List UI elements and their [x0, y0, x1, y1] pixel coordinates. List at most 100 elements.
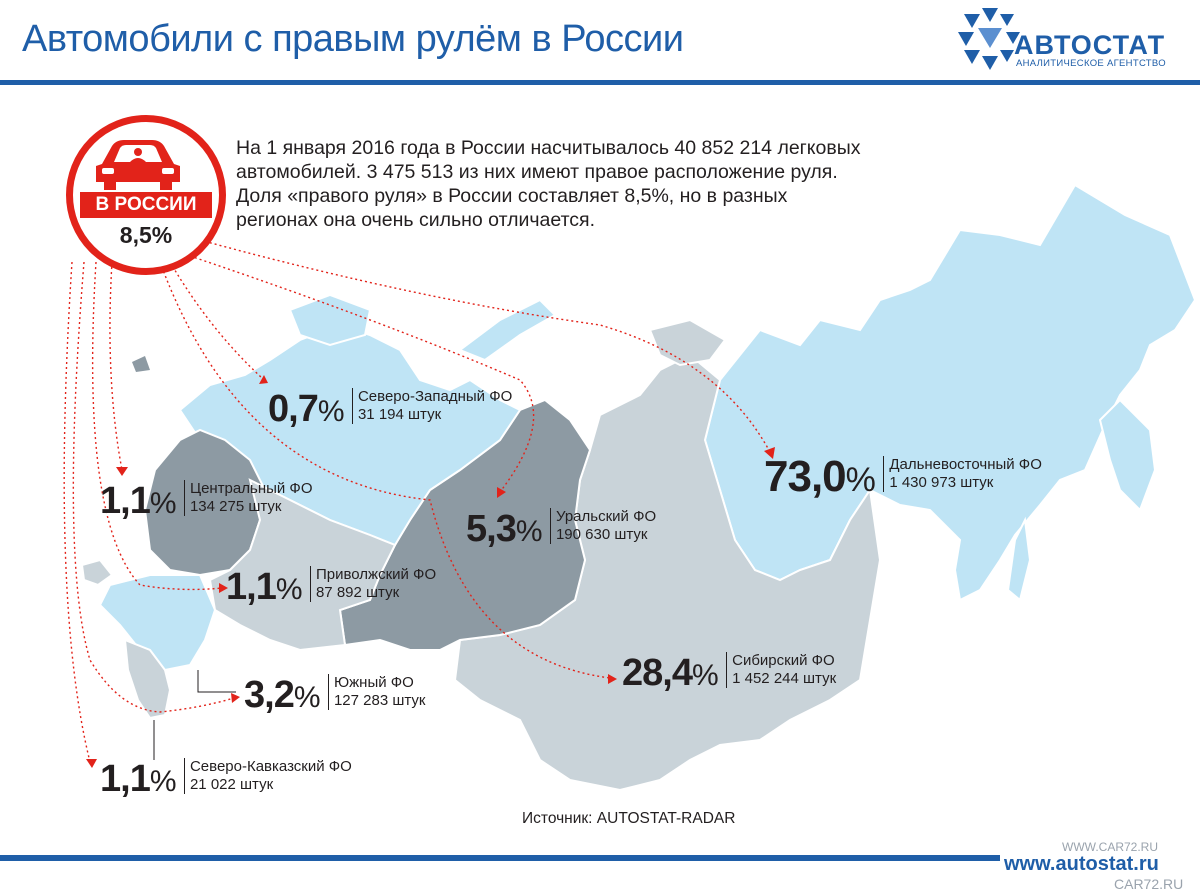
intro-line: Доля «правого руля» в России составляет … — [236, 185, 788, 207]
region-count: 1 430 973 штук — [889, 474, 994, 491]
region-info: Северо-Западный ФО 31 194 штук — [351, 388, 513, 424]
logo-wordmark: АВТОСТАТ — [1014, 30, 1166, 60]
footer-divider — [0, 855, 1000, 861]
exclave-kaliningrad — [132, 356, 150, 372]
region-share: 1,1% — [100, 480, 177, 523]
region-north-caucasus — [123, 638, 172, 720]
region-label-south: 3,2% Южный ФО 127 283 штук — [244, 674, 426, 717]
arrow-siberia — [159, 261, 611, 679]
percent-sign: % — [275, 573, 303, 606]
region-name: Северо-Кавказский ФО — [189, 758, 352, 775]
region-name: Приволжский ФО — [315, 566, 437, 583]
region-share: 3,2% — [244, 674, 321, 717]
percent-sign: % — [293, 681, 321, 714]
arrow-volga — [91, 261, 223, 591]
region-label-far-east: 73,0% Дальневосточный ФО 1 430 973 штук — [764, 452, 1042, 502]
region-south — [98, 574, 217, 672]
page-title: Автомобили с правым рулём в России — [22, 18, 684, 60]
percent-sign: % — [149, 487, 177, 520]
region-share-value: 0,7 — [268, 388, 319, 430]
badge-value: 8,5% — [119, 222, 173, 248]
peninsula-kamchatka — [1098, 398, 1157, 512]
logo-subtitle: АНАЛИТИЧЕСКОЕ АГЕНТСТВО — [1016, 58, 1166, 69]
arrowhead-south — [231, 693, 240, 703]
region-share-value: 1,1 — [100, 480, 151, 522]
region-name: Центральный ФО — [189, 480, 313, 497]
intro-paragraph: На 1 января 2016 года в России насчитыва… — [236, 136, 1056, 232]
car-icon — [96, 140, 180, 190]
region-count: 31 194 штук — [357, 406, 442, 423]
percent-sign: % — [317, 395, 345, 428]
region-label-north-west: 0,7% Северо-Западный ФО 31 194 штук — [268, 388, 512, 431]
source-note: Источник: AUTOSTAT-RADAR — [522, 810, 736, 827]
region-share-value: 5,3 — [466, 508, 517, 550]
peninsula-crimea — [80, 558, 114, 587]
region-share: 1,1% — [226, 566, 303, 609]
region-info: Приволжский ФО 87 892 штук — [309, 566, 437, 602]
region-share-value: 1,1 — [100, 758, 151, 800]
peninsula-kola — [288, 293, 372, 347]
leader-south — [197, 670, 236, 693]
arrow-north-west — [169, 261, 263, 379]
intro-line: автомобилей. 3 475 513 из них имеют прав… — [236, 161, 838, 183]
region-share-value: 3,2 — [244, 674, 295, 716]
region-name: Дальневосточный ФО — [889, 456, 1042, 473]
region-info: Центральный ФО 134 275 штук — [183, 480, 313, 516]
region-label-north-caucasus: 1,1% Северо-Кавказский ФО 21 022 штук — [100, 758, 352, 801]
arrowhead-north-west — [259, 375, 268, 384]
region-name: Северо-Западный ФО — [357, 388, 513, 405]
intro-line: На 1 января 2016 года в России насчитыва… — [236, 137, 861, 159]
region-share: 28,4% — [622, 652, 719, 695]
region-info: Северо-Кавказский ФО 21 022 штук — [183, 758, 352, 794]
region-share: 5,3% — [466, 508, 543, 551]
region-count: 134 275 штук — [189, 498, 282, 515]
region-share: 73,0% — [764, 452, 876, 502]
arrow-ural — [189, 255, 535, 493]
percent-sign: % — [845, 461, 876, 499]
intro-line: регионах она очень сильно отличается. — [236, 209, 596, 231]
region-info: Сибирский ФО 1 452 244 штук — [726, 652, 836, 688]
arrowhead-central — [116, 467, 128, 476]
arrowhead-ural — [497, 487, 506, 498]
region-share: 0,7% — [268, 388, 345, 431]
island-novaya-zemlya — [457, 298, 557, 362]
region-name: Уральский ФО — [555, 508, 657, 525]
autostat-logo — [958, 8, 1020, 70]
islands-north — [648, 318, 727, 367]
region-count: 1 452 244 штук — [732, 670, 837, 687]
region-share-value: 28,4 — [622, 652, 693, 694]
region-label-siberia: 28,4% Сибирский ФО 1 452 244 штук — [622, 652, 836, 695]
region-info: Дальневосточный ФО 1 430 973 штук — [883, 456, 1042, 492]
arrow-north-caucasus — [63, 261, 91, 763]
percent-sign: % — [149, 765, 177, 798]
arrow-south — [72, 261, 235, 713]
region-info: Южный ФО 127 283 штук — [327, 674, 426, 710]
percent-sign: % — [691, 659, 719, 692]
region-info: Уральский ФО 190 630 штук — [549, 508, 657, 544]
arrow-central — [109, 261, 123, 471]
badge-label-band — [80, 192, 212, 218]
logo-mark-icon — [958, 8, 1020, 70]
region-share: 1,1% — [100, 758, 177, 801]
watermark-top: WWW.CAR72.RU — [1062, 840, 1158, 854]
site-link[interactable]: www.autostat.ru — [1004, 853, 1159, 875]
region-count: 190 630 штук — [555, 526, 648, 543]
region-count: 87 892 штук — [315, 584, 400, 601]
region-count: 127 283 штук — [333, 692, 426, 709]
badge-label: В РОССИИ — [95, 194, 197, 215]
region-name: Сибирский ФО — [732, 652, 835, 669]
header-divider — [0, 80, 1200, 85]
percent-sign: % — [515, 515, 543, 548]
region-name: Южный ФО — [333, 674, 414, 691]
island-sakhalin — [1006, 516, 1032, 602]
watermark-bottom: CAR72.RU — [1114, 876, 1184, 892]
region-far-east — [703, 183, 1197, 602]
region-count: 21 022 штук — [189, 776, 274, 793]
region-label-volga: 1,1% Приволжский ФО 87 892 штук — [226, 566, 436, 609]
arrowhead-siberia — [608, 674, 617, 684]
region-label-central: 1,1% Центральный ФО 134 275 штук — [100, 480, 313, 523]
arrowhead-north-caucasus — [86, 759, 97, 768]
arrowhead-far-east — [764, 447, 775, 459]
region-volga — [208, 478, 397, 652]
